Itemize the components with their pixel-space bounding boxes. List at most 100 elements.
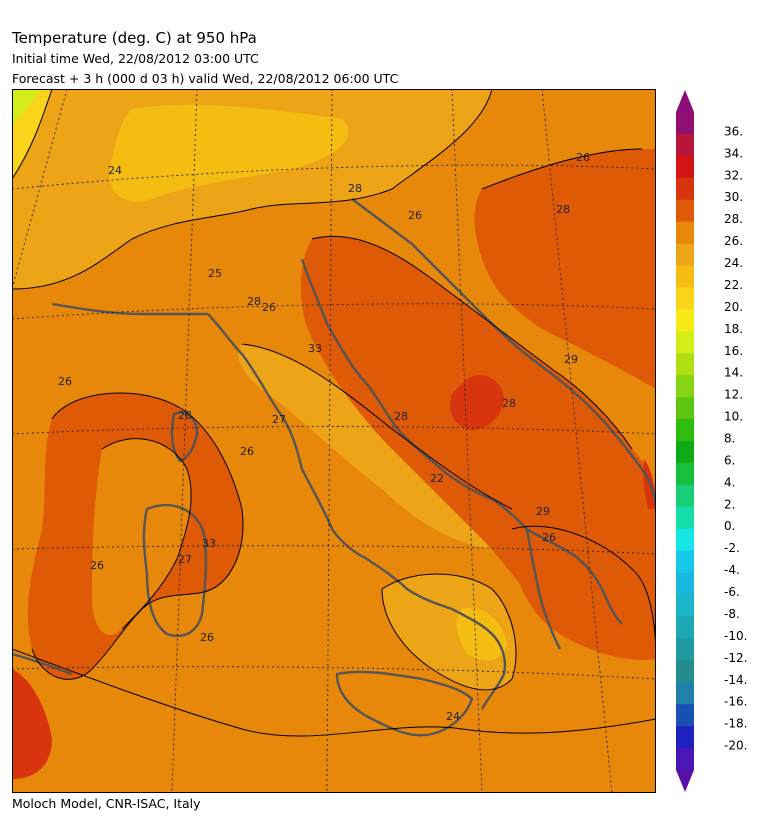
colorbar: 36. 34. 32. 30. 28. 26. 24. 22. 20. 18. 16. 14. 12. 1… <box>676 90 747 792</box>
colorbar-swatch <box>676 353 694 376</box>
colorbar-label: 20. <box>724 300 743 314</box>
colorbar-swatch <box>676 243 694 267</box>
contour-value-label: 26 <box>90 559 104 572</box>
contour-value-label: 29 <box>536 505 550 518</box>
contour-value-label: 28 <box>247 295 261 308</box>
colorbar-label: -4. <box>724 563 740 577</box>
colorbar-swatch <box>676 484 694 508</box>
colorbar-label: -8. <box>724 607 740 621</box>
colorbar-swatch <box>676 506 694 530</box>
colorbar-swatch <box>676 441 694 464</box>
warm-zone-east <box>511 526 656 660</box>
coastline-sardinia <box>142 504 208 637</box>
contour-value-label: 24 <box>446 710 460 723</box>
coastline-corsica <box>170 411 199 463</box>
hot-zone-adriatic <box>450 375 504 430</box>
contour-value-label: 26 <box>408 209 422 222</box>
colorbar-label: 24. <box>724 256 743 270</box>
colorbar-swatch <box>676 726 694 749</box>
colorbar-swatch <box>676 419 694 442</box>
colorbar-swatch <box>676 462 694 486</box>
contour-value-label: 28 <box>348 182 362 195</box>
coastlines <box>12 198 656 737</box>
longitude-line <box>326 89 333 793</box>
colorbar-label: -2. <box>724 541 740 555</box>
contour-line <box>101 438 192 630</box>
colorbar-swatch <box>676 265 694 288</box>
colorbar-label: -20. <box>724 739 747 753</box>
colorbar-label: 22. <box>724 278 743 292</box>
colorbar-swatch <box>676 112 694 135</box>
contour-value-label: 33 <box>308 342 322 355</box>
coastline-italy-adriatic <box>300 258 623 625</box>
colorbar-swatch <box>676 287 694 310</box>
contour-value-label: 28 <box>556 203 570 216</box>
colorbar-label: 14. <box>724 366 743 380</box>
colorbar-label: -6. <box>724 585 740 599</box>
contour-line <box>12 89 493 290</box>
forecast-label: Forecast + 3 h (000 d 03 h) valid Wed, 2… <box>12 71 399 86</box>
colorbar-label: 36. <box>724 124 743 138</box>
contour-line <box>381 573 517 691</box>
colorbar-swatch <box>676 375 694 398</box>
colorbar-swatch <box>676 572 694 596</box>
colorbar-label: -18. <box>724 717 747 731</box>
hot-zone-southwest <box>12 669 52 779</box>
cool-zone-calabria-inner <box>456 608 507 661</box>
warm-zone-sardinia-west <box>92 438 192 635</box>
colorbar-swatch <box>676 594 694 617</box>
contour-value-label: 27 <box>178 553 192 566</box>
contour-value-label: 28 <box>394 410 408 423</box>
colorbar-label: 32. <box>724 168 743 182</box>
colorbar-swatch <box>676 397 694 420</box>
colorbar-label: 26. <box>724 234 743 248</box>
contour-line <box>241 343 513 510</box>
colorbar-label: 2. <box>724 497 735 511</box>
colorbar-label: 4. <box>724 475 735 489</box>
isotherm-contours <box>12 89 656 737</box>
colorbar-label: 6. <box>724 453 735 467</box>
colorbar-swatch <box>676 660 694 683</box>
contour-value-label: 33 <box>202 537 216 550</box>
contour-line <box>31 392 244 680</box>
contour-value-label: 28 <box>178 409 192 422</box>
colorbar-swatch <box>676 638 694 661</box>
colorbar-swatch <box>676 528 694 552</box>
colorbar-swatch <box>676 331 694 354</box>
colorbar-label: 12. <box>724 388 743 402</box>
colorbar-swatch <box>676 550 694 574</box>
contour-value-label: 28 <box>502 397 516 410</box>
latitude-line <box>12 426 656 435</box>
contour-line <box>481 148 643 190</box>
contour-line <box>12 648 656 737</box>
cool-zone-northwest-green <box>12 89 40 125</box>
latitude-line <box>12 303 656 320</box>
colorbar-top-arrow <box>676 90 694 112</box>
cool-zone-south <box>12 649 656 793</box>
colorbar-label: 10. <box>724 410 743 424</box>
contour-value-label: 22 <box>430 472 444 485</box>
latitude-line <box>12 666 656 680</box>
contour-value-label: 26 <box>542 531 556 544</box>
contour-line <box>311 235 633 450</box>
warm-zone-balkans <box>474 149 656 389</box>
colorbar-swatch <box>676 199 694 223</box>
colorbar-bottom-arrow <box>676 770 694 792</box>
colorbar-label: 28. <box>724 212 743 226</box>
colorbar-label: 8. <box>724 432 735 446</box>
colorbar-swatch <box>676 221 694 245</box>
colorbar-label: 16. <box>724 344 743 358</box>
contour-value-label: 26 <box>576 151 590 164</box>
map-frame <box>12 89 656 793</box>
colorbar-swatch <box>676 682 694 705</box>
colorbar-label: -16. <box>724 695 747 709</box>
colorbar-swatch <box>676 704 694 727</box>
contour-line <box>12 89 53 180</box>
coastline-italy-heel <box>525 528 562 650</box>
coastline-balkans <box>351 198 656 510</box>
colorbar-label: 34. <box>724 146 743 160</box>
colorbar-swatch <box>676 133 694 157</box>
colorbar-label: -14. <box>724 673 747 687</box>
colorbar-label: 0. <box>724 519 735 533</box>
